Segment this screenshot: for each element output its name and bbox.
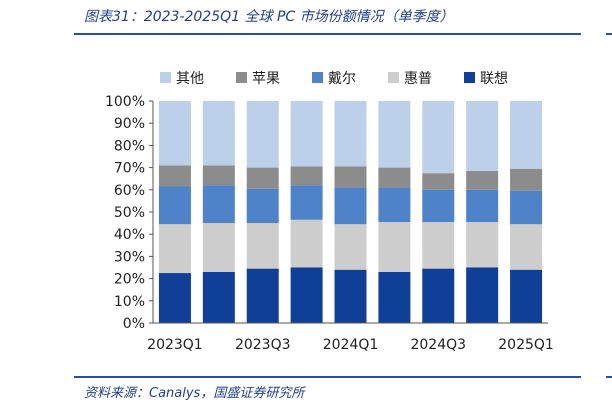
x-tick-label: 2023Q3 — [235, 337, 291, 353]
legend-label-1: 其他 — [176, 71, 204, 87]
bar-segment-2023Q2-1 — [202, 271, 235, 323]
bar-segment-2025Q1-5 — [510, 101, 543, 169]
bar-segment-2023Q4-1 — [290, 267, 323, 323]
bar-segment-2025Q1-1 — [510, 269, 543, 323]
bar-segment-2023Q1-3 — [158, 186, 191, 225]
x-tick-label: 2025Q1 — [498, 337, 554, 353]
bar-segment-2023Q2-5 — [202, 101, 235, 166]
chart-title: 图表31：2023-2025Q1 全球 PC 市场份额情况（单季度） — [84, 9, 454, 25]
bar-segment-2024Q3-5 — [422, 101, 455, 174]
bottom-divider — [74, 376, 581, 378]
bar-segment-2023Q4-3 — [290, 185, 323, 220]
legend-swatch-2 — [236, 72, 247, 83]
y-tick-label: 30% — [114, 249, 145, 265]
y-tick-label: 40% — [114, 227, 145, 243]
legend-label-3: 戴尔 — [328, 71, 356, 87]
bar-segment-2024Q4-5 — [466, 101, 499, 171]
y-tick-label: 10% — [114, 294, 145, 310]
bar-segment-2024Q4-4 — [466, 170, 499, 190]
x-tick-label: 2023Q1 — [147, 337, 203, 353]
bar-segment-2025Q1-3 — [510, 190, 543, 225]
bar-segment-2024Q4-1 — [466, 267, 499, 323]
bar-segment-2024Q1-4 — [334, 166, 367, 188]
source-note: 资料来源：Canalys，国盛证券研究所 — [84, 386, 305, 401]
bar-segment-2024Q4-3 — [466, 189, 499, 222]
bar-segment-2024Q2-2 — [378, 221, 411, 272]
x-tick-label: 2024Q3 — [410, 337, 466, 353]
bar-segment-2023Q1-2 — [158, 224, 191, 274]
y-tick-label: 20% — [114, 272, 145, 288]
y-axis: 0% 10% 20% 30% 40% 50% 60% 70% 80% 90% 100% — [105, 94, 154, 332]
top-divider — [74, 33, 581, 35]
bar-segment-2024Q3-2 — [422, 221, 455, 269]
bar-segment-2024Q3-4 — [422, 173, 455, 190]
legend-label-4: 惠普 — [404, 71, 432, 87]
bar-segment-2023Q3-3 — [246, 188, 279, 224]
bottom-edge-mark — [606, 376, 612, 378]
bar-segment-2023Q2-3 — [202, 185, 235, 224]
bars — [158, 101, 543, 323]
bar-segment-2023Q3-2 — [246, 223, 279, 269]
bar-segment-2025Q1-4 — [510, 168, 543, 191]
legend-label-5: 联想 — [480, 71, 508, 87]
y-tick-label: 80% — [114, 138, 145, 154]
bar-segment-2024Q4-2 — [466, 221, 499, 268]
legend-swatch-1 — [160, 72, 171, 83]
bar-segment-2023Q1-5 — [158, 101, 191, 166]
bar-segment-2024Q1-1 — [334, 269, 367, 323]
bar-segment-2023Q2-4 — [202, 165, 235, 186]
legend-label-2: 苹果 — [252, 71, 280, 87]
bar-segment-2023Q4-4 — [290, 166, 323, 186]
bar-segment-2023Q2-2 — [202, 223, 235, 272]
bar-segment-2024Q3-3 — [422, 189, 455, 222]
y-tick-label: 100% — [105, 94, 145, 110]
bar-segment-2024Q1-2 — [334, 224, 367, 270]
legend-swatch-3 — [312, 72, 323, 83]
bar-segment-2023Q3-5 — [246, 101, 279, 168]
bar-segment-2025Q1-2 — [510, 224, 543, 270]
bar-segment-2024Q2-5 — [378, 101, 411, 168]
bar-segment-2024Q2-1 — [378, 271, 411, 323]
bar-segment-2024Q3-1 — [422, 268, 455, 323]
y-tick-label: 0% — [123, 316, 145, 332]
y-tick-label: 60% — [114, 183, 145, 199]
legend-swatch-5 — [464, 72, 475, 83]
bar-segment-2024Q2-3 — [378, 187, 411, 222]
bar-segment-2023Q3-4 — [246, 167, 279, 189]
x-axis: 2023Q1 2023Q3 2024Q1 2024Q3 2025Q1 — [147, 322, 554, 353]
x-tick-label: 2024Q1 — [323, 337, 379, 353]
bar-segment-2023Q4-5 — [290, 101, 323, 167]
bar-segment-2024Q2-4 — [378, 167, 411, 188]
y-tick-label: 70% — [114, 161, 145, 177]
bar-segment-2023Q1-1 — [158, 273, 191, 323]
y-tick-label: 50% — [114, 205, 145, 221]
y-tick-label: 90% — [114, 116, 145, 132]
legend: 其他 苹果 戴尔 惠普 联想 — [160, 71, 508, 87]
bar-segment-2024Q1-5 — [334, 101, 367, 167]
bar-segment-2023Q1-4 — [158, 165, 191, 187]
bar-segment-2023Q4-2 — [290, 219, 323, 268]
bar-segment-2024Q1-3 — [334, 187, 367, 225]
top-edge-mark — [606, 33, 612, 35]
legend-swatch-4 — [388, 72, 399, 83]
bar-segment-2023Q3-1 — [246, 268, 279, 323]
